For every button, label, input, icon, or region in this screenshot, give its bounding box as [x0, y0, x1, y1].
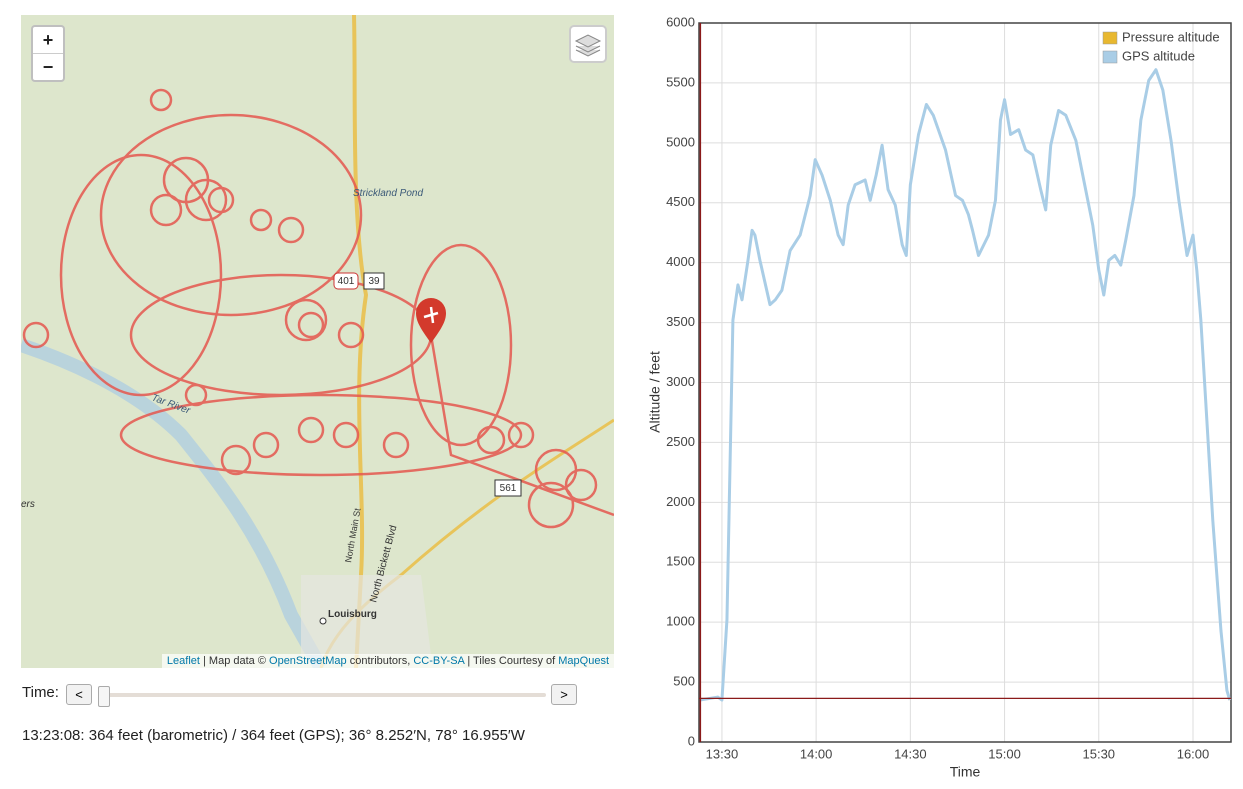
map-label: Louisburg [328, 609, 377, 620]
legend-label: Pressure altitude [1122, 29, 1220, 44]
prev-button[interactable]: < [66, 684, 92, 705]
text: contributors, [349, 655, 411, 667]
x-tick-label: 15:00 [988, 746, 1021, 761]
link[interactable]: OpenStreetMap [269, 655, 347, 667]
link[interactable]: CC-BY-SA [413, 655, 465, 667]
y-tick-label: 4000 [666, 254, 695, 269]
legend-label: GPS altitude [1122, 48, 1195, 63]
y-tick-label: 5000 [666, 134, 695, 149]
x-tick-label: 14:00 [800, 746, 833, 761]
text: | Tiles Courtesy of [467, 655, 556, 667]
map-label: 561 [500, 483, 517, 494]
y-tick-label: 2000 [666, 494, 695, 509]
x-tick-label: 15:30 [1083, 746, 1116, 761]
chart: Time Altitude / feet 0 500 1000 1500 2000 250… [647, 14, 1232, 780]
y-tick-label: 4500 [666, 194, 695, 209]
time-slider[interactable] [100, 693, 546, 697]
attribution: Leaflet | Map data © OpenStreetMap contr… [161, 654, 614, 668]
x-tick-label: 16:00 [1177, 746, 1210, 761]
y-axis-label: Altitude / feet [647, 351, 663, 433]
link[interactable]: Leaflet [166, 655, 200, 667]
y-tick-label: 3000 [666, 374, 695, 389]
map-tiles: Strickland Pond 401 39 561 Tar River Nor… [21, 15, 614, 668]
time-label: Time: [22, 684, 59, 701]
x-axis-label: Time [950, 764, 981, 780]
y-tick-label: 1000 [666, 614, 695, 629]
legend-swatch [1102, 50, 1118, 64]
slider-thumb[interactable] [98, 686, 110, 707]
map-label: ers [21, 499, 35, 510]
y-tick-label: 500 [673, 674, 695, 689]
status-text: 13:23:08: 364 feet (barometric) / 364 fe… [22, 727, 525, 744]
y-tick-label: 2500 [666, 434, 695, 449]
position-marker[interactable] [416, 298, 446, 343]
x-tick-label: 14:30 [894, 746, 927, 761]
map[interactable]: Strickland Pond 401 39 561 Tar River Nor… [21, 15, 614, 668]
x-tick-label: 13:30 [706, 746, 739, 761]
y-tick-label: 6000 [666, 14, 695, 29]
text: | Map data © [203, 655, 266, 667]
map-label: 39 [368, 276, 380, 287]
y-tick-label: 0 [688, 733, 695, 748]
zoom-out[interactable]: − [42, 57, 54, 77]
legend-swatch [1102, 31, 1118, 45]
y-tick-label: 3500 [666, 314, 695, 329]
layers-button[interactable] [569, 25, 607, 63]
plot-frame [698, 22, 1232, 743]
zoom-control: + − [31, 25, 65, 82]
zoom-in[interactable]: + [33, 27, 63, 54]
y-tick-label: 1500 [666, 554, 695, 569]
series-line [699, 68, 1232, 702]
y-tick-label: 5500 [666, 74, 695, 89]
next-button[interactable]: > [551, 684, 577, 705]
series-line [699, 68, 1231, 701]
map-label: Strickland Pond [353, 188, 423, 199]
link[interactable]: MapQuest [558, 655, 609, 667]
map-label: 401 [338, 276, 355, 287]
